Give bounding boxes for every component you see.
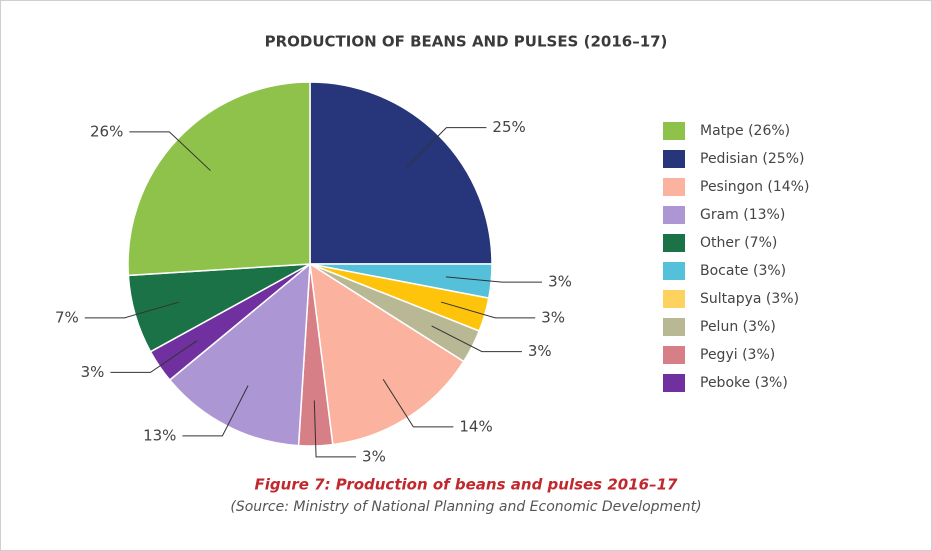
legend-label: Bocate (3%): [700, 263, 786, 279]
legend-label: Other (7%): [700, 235, 777, 251]
data-label: 3%: [548, 273, 572, 291]
legend-swatch: [663, 346, 685, 364]
leader-line: [84, 301, 180, 319]
data-label: 3%: [541, 308, 565, 326]
leader-line: [110, 340, 198, 373]
legend-label: Pesingon (14%): [700, 179, 809, 195]
data-label: 14%: [459, 417, 492, 435]
leader-line: [440, 301, 536, 319]
caption: Figure 7: Production of beans and pulses…: [255, 476, 678, 494]
leader-line: [129, 131, 211, 171]
legend-swatch: [663, 122, 685, 140]
legend-label: Gram (13%): [700, 207, 785, 223]
data-label: 26%: [90, 122, 123, 140]
legend-swatch: [663, 234, 685, 252]
leader-line: [182, 385, 249, 437]
legend-label: Matpe (26%): [700, 123, 790, 139]
legend-label: Pegyi (3%): [700, 347, 775, 363]
legend-label: Sultapya (3%): [700, 291, 799, 307]
chart-title: PRODUCTION OF BEANS AND PULSES (2016–17): [265, 33, 668, 51]
legend-swatch: [663, 262, 685, 280]
legend-swatch: [663, 150, 685, 168]
legend-swatch: [663, 290, 685, 308]
leader-line: [406, 127, 487, 168]
leader-line: [382, 378, 454, 428]
legend-label: Pedisian (25%): [700, 151, 804, 167]
legend-label: Peboke (3%): [700, 375, 788, 391]
data-label: 3%: [362, 447, 386, 465]
leader-line: [431, 325, 522, 353]
source: (Source: Ministry of National Planning a…: [230, 499, 701, 515]
data-label: 3%: [81, 363, 105, 381]
legend-swatch: [663, 206, 685, 224]
legend-label: Pelun (3%): [700, 319, 776, 335]
data-label: 25%: [492, 118, 525, 136]
leader-line: [313, 400, 357, 458]
legend-swatch: [663, 374, 685, 392]
data-label: 7%: [55, 308, 79, 326]
legend-swatch: [663, 318, 685, 336]
legend-swatch: [663, 178, 685, 196]
data-label: 13%: [143, 426, 176, 444]
leader-line: [445, 276, 543, 283]
data-label: 3%: [528, 342, 552, 360]
